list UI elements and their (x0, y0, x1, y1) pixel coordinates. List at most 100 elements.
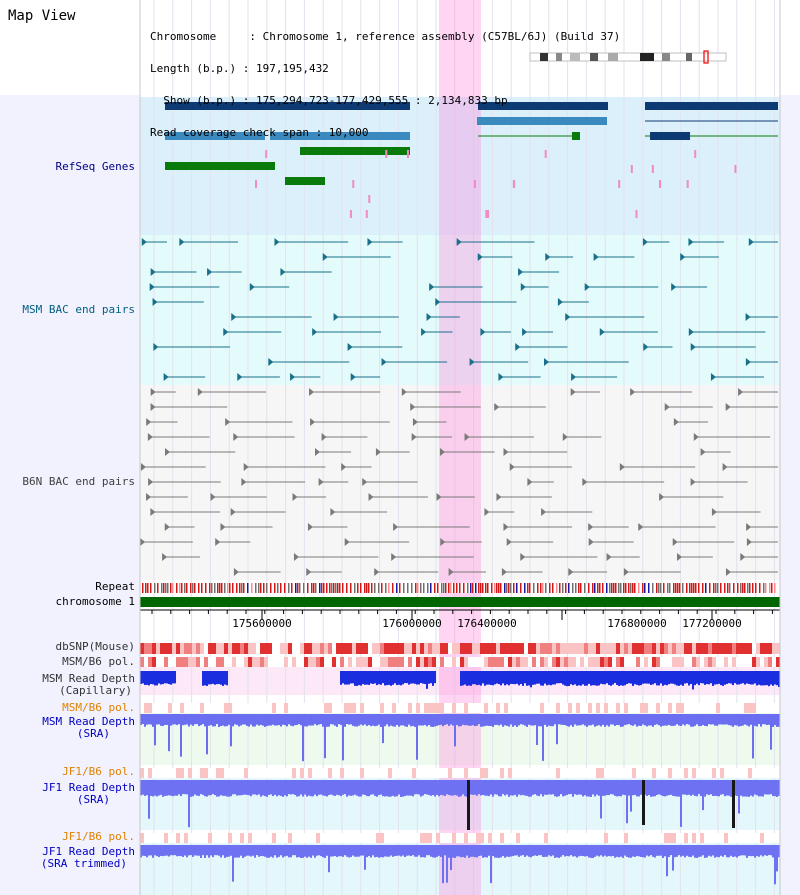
depth-bar (604, 780, 606, 796)
bac-end-marker (738, 388, 744, 396)
jf1-pol-track-1[interactable] (140, 768, 780, 778)
depth-bar (226, 714, 228, 727)
depth-bar (648, 780, 650, 796)
msm-sra-depth-track[interactable] (140, 714, 780, 762)
refseq-minor-feature (385, 150, 388, 158)
heat-cell (452, 657, 456, 667)
depth-bar (636, 714, 638, 727)
depth-bar (428, 671, 430, 684)
repeat-feature (677, 583, 679, 593)
heat-cell (600, 833, 604, 843)
heat-cell (464, 833, 468, 843)
bac-end-marker (599, 328, 605, 336)
heat-cell (180, 703, 184, 713)
depth-bar (612, 845, 614, 856)
heat-cell (364, 703, 368, 713)
depth-bar (642, 714, 644, 725)
msm-pol-track-1[interactable] (140, 657, 780, 667)
depth-bar (558, 780, 560, 797)
depth-bar (518, 845, 520, 857)
jf1-sra-depth-track[interactable] (140, 780, 780, 830)
heat-cell (524, 643, 528, 654)
depth-bar (322, 845, 324, 858)
msm-capillary-depth-track[interactable] (140, 671, 780, 690)
depth-bar (706, 671, 708, 685)
depth-bar (356, 714, 358, 727)
bac-end-marker (146, 418, 152, 426)
depth-bar (194, 780, 196, 795)
depth-bar (556, 845, 558, 858)
repeat-feature (217, 583, 219, 593)
depth-bar (158, 671, 160, 684)
depth-bar (618, 845, 620, 858)
depth-bar (610, 671, 612, 686)
depth-bar (672, 714, 674, 726)
dbsnp-track[interactable] (140, 643, 780, 654)
depth-bar (320, 714, 322, 725)
depth-bar (434, 780, 436, 797)
msm-bac-end-pairs[interactable] (141, 238, 778, 381)
depth-bar (424, 714, 426, 725)
depth-bar (664, 714, 666, 726)
heat-cell (284, 657, 288, 667)
msm-pol-track-2[interactable] (140, 703, 780, 713)
depth-bar (660, 714, 662, 727)
depth-bar (172, 780, 174, 797)
heat-cell (504, 833, 508, 843)
repeat-feature (371, 583, 373, 593)
depth-bar (488, 780, 490, 797)
heat-cell (404, 768, 408, 778)
depth-bar (438, 780, 440, 797)
depth-bar (366, 714, 368, 726)
jf1-pol-track-2[interactable] (140, 833, 780, 843)
heat-cell (696, 768, 700, 778)
depth-bar (768, 714, 770, 725)
heat-cell (396, 768, 400, 778)
heat-cell (340, 833, 344, 843)
depth-bar (522, 780, 524, 795)
depth-bar (356, 780, 358, 796)
heat-cell (620, 643, 624, 654)
depth-bar (358, 845, 360, 857)
repeat-track[interactable] (140, 583, 780, 593)
depth-bar (266, 780, 268, 797)
depth-bar (420, 845, 422, 858)
depth-bar (652, 845, 654, 857)
depth-bar (426, 714, 428, 727)
heat-cell (616, 643, 620, 654)
selection-highlight[interactable] (439, 0, 481, 895)
depth-bar (646, 714, 648, 727)
repeat-feature (552, 583, 554, 593)
bac-end-marker (315, 448, 321, 456)
heat-cell (216, 703, 220, 713)
bac-end-marker (223, 328, 229, 336)
b6n-bac-end-pairs[interactable] (140, 388, 778, 576)
depth-bar (750, 671, 752, 685)
depth-bar (512, 845, 514, 857)
jf1-trimmed-depth-track[interactable] (140, 845, 780, 885)
depth-bar (428, 780, 430, 796)
depth-bar (394, 780, 396, 797)
heat-cell (536, 657, 540, 667)
bac-end-marker (410, 403, 416, 411)
depth-bar (228, 780, 230, 797)
heat-cell (640, 643, 644, 654)
bac-end-marker (436, 493, 442, 501)
depth-bar (224, 714, 226, 727)
chromosome-band[interactable] (140, 597, 780, 607)
chromosome-ideogram[interactable] (529, 50, 727, 64)
refseq-gene-features[interactable] (165, 102, 778, 218)
heat-cell (272, 703, 276, 713)
heat-cell (732, 833, 736, 843)
depth-bar (480, 714, 482, 727)
depth-bar (546, 671, 548, 686)
depth-bar (444, 845, 446, 856)
heat-cell (368, 657, 372, 667)
depth-bar (672, 671, 674, 684)
depth-bar (232, 714, 234, 727)
depth-bar (632, 671, 634, 686)
depth-bar (484, 714, 486, 727)
depth-bar (566, 714, 568, 726)
depth-bar (252, 714, 254, 727)
depth-bar (718, 671, 720, 684)
